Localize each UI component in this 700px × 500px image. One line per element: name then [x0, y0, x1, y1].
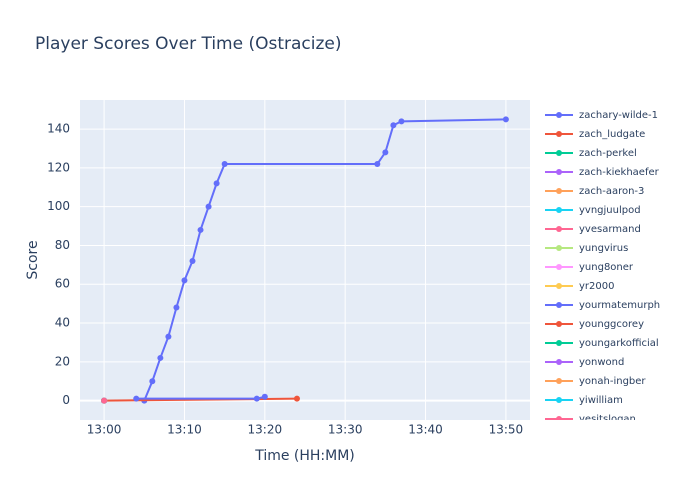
legend-label: yonah-ingber — [579, 376, 646, 387]
legend-label: zach-aaron-3 — [579, 186, 644, 197]
data-point — [374, 161, 381, 167]
data-point — [149, 378, 156, 385]
data-point — [293, 395, 300, 402]
y-axis-title: Score — [25, 240, 41, 279]
y-tick-label: 100 — [47, 199, 70, 213]
legend-swatch-marker — [556, 150, 562, 156]
legend-swatch-marker — [556, 207, 562, 213]
legend-swatch-marker — [556, 321, 562, 327]
data-point — [101, 397, 108, 404]
plot-area — [80, 100, 530, 420]
x-tick-label: 13:30 — [328, 423, 363, 437]
data-point — [398, 118, 405, 125]
y-tick-label: 60 — [55, 277, 70, 291]
x-tick-label: 13:20 — [248, 423, 283, 437]
chart-title: Player Scores Over Time (Ostracize) — [35, 34, 342, 54]
data-point — [157, 354, 164, 361]
y-tick-label: 40 — [55, 316, 70, 330]
data-point — [181, 277, 188, 284]
legend-label: zach-kiekhaefer — [579, 167, 660, 178]
data-point — [165, 333, 172, 340]
legend-label: zach-perkel — [579, 148, 637, 159]
legend-swatch-marker — [556, 378, 562, 384]
legend-swatch-marker — [556, 283, 562, 289]
data-point — [221, 161, 228, 167]
data-point — [133, 395, 140, 402]
legend-label: yiwilliam — [579, 395, 623, 406]
legend-swatch-marker — [556, 264, 562, 270]
legend-label: yvesarmand — [579, 224, 641, 235]
legend-swatch-marker — [556, 112, 562, 118]
y-tick-label: 120 — [47, 160, 70, 174]
legend-swatch-marker — [556, 226, 562, 232]
x-tick-label: 13:50 — [489, 423, 524, 437]
legend-label: yung8oner — [579, 262, 634, 273]
legend-swatch-marker — [556, 245, 562, 251]
legend-label: zachary-wilde-1 — [579, 110, 658, 121]
x-axis-title: Time (HH:MM) — [254, 448, 355, 464]
legend-label: zach_ludgate — [579, 129, 645, 140]
x-tick-label: 13:00 — [87, 423, 122, 437]
data-point — [253, 395, 260, 402]
y-tick-label: 0 — [62, 393, 70, 407]
data-point — [213, 180, 220, 187]
legend-label: yonwond — [579, 357, 624, 368]
legend-swatch-marker — [556, 131, 562, 137]
legend-swatch-marker — [556, 397, 562, 403]
x-tick-label: 13:10 — [167, 423, 202, 437]
data-point — [261, 393, 268, 400]
x-tick-label: 13:40 — [408, 423, 443, 437]
legend-label: yvngjuulpod — [579, 205, 641, 216]
y-tick-label: 140 — [47, 122, 70, 136]
legend-swatch-marker — [556, 359, 562, 365]
legend-swatch-marker — [556, 302, 562, 308]
legend-swatch-marker — [556, 416, 562, 420]
legend-label: yungvirus — [579, 243, 628, 254]
data-point — [197, 226, 204, 233]
legend-label: yr2000 — [579, 281, 614, 292]
data-point — [205, 203, 212, 210]
legend-label: youngarkofficial — [579, 338, 659, 349]
data-point — [382, 149, 389, 156]
legend-label: younggcorey — [579, 319, 644, 330]
data-point — [173, 304, 180, 311]
legend-swatch-marker — [556, 169, 562, 175]
legend-swatch-marker — [556, 340, 562, 346]
legend-label: yesitslogan — [579, 414, 636, 425]
legend-label: yourmatemurph — [579, 300, 660, 311]
y-tick-label: 80 — [55, 238, 70, 252]
data-point — [390, 122, 397, 129]
data-point — [189, 257, 196, 264]
data-point — [502, 116, 509, 123]
y-tick-label: 20 — [55, 354, 70, 368]
series-line — [143, 118, 506, 401]
legend-swatch-marker — [556, 188, 562, 194]
